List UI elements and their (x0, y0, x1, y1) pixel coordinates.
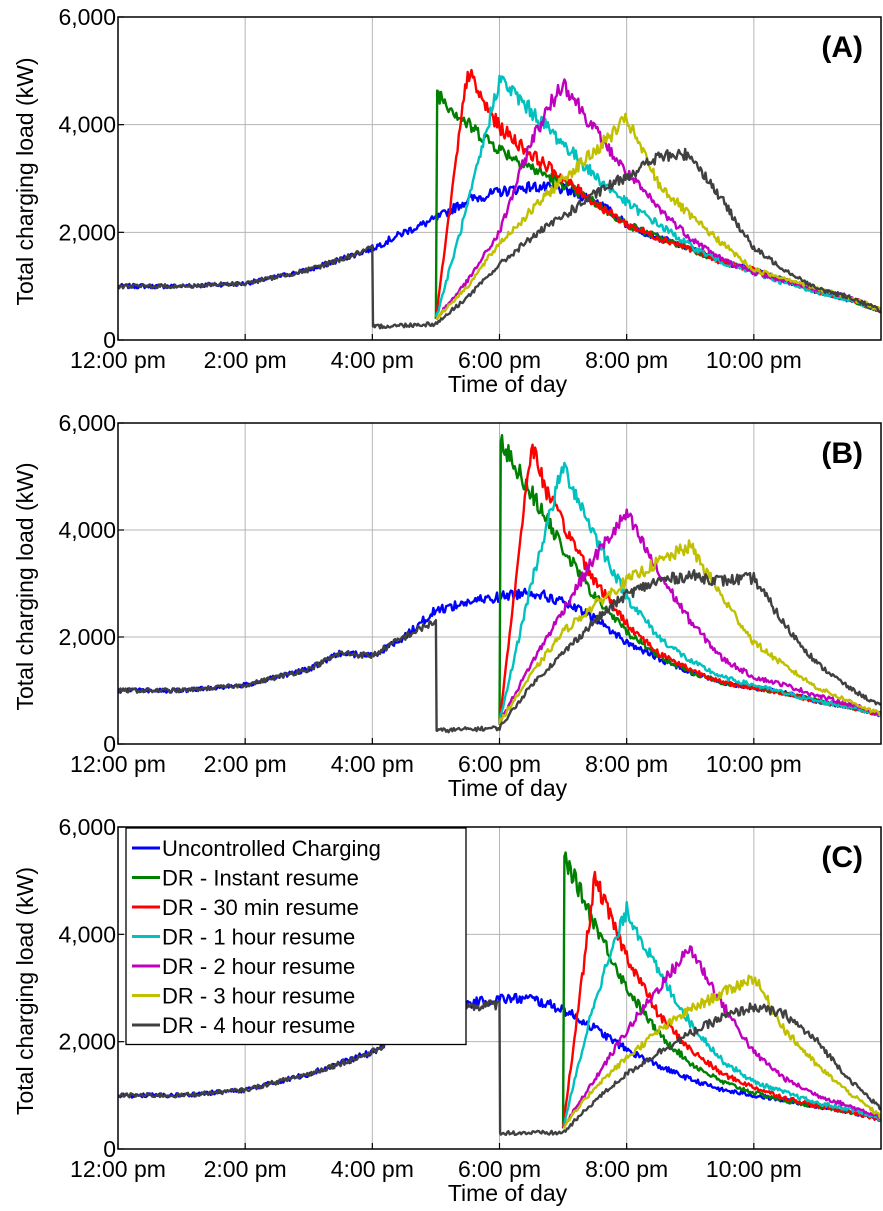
y-axis-title: Total charging load (kW) (12, 463, 38, 711)
legend-label: DR - 30 min resume (162, 895, 359, 920)
legend-label: DR - 3 hour resume (162, 984, 355, 1009)
series-line-7 (118, 147, 881, 330)
y-tick-label: 2,000 (58, 219, 116, 245)
y-tick-label: 0 (103, 327, 116, 353)
x-axis-title: Time of day (448, 1180, 568, 1206)
y-tick-label: 2,000 (58, 1029, 116, 1055)
series-group (118, 851, 881, 1137)
series-line-6 (562, 974, 881, 1129)
series-line-3 (561, 870, 881, 1129)
x-tick-label: 10:00 pm (706, 751, 802, 777)
series-line-5 (434, 78, 881, 320)
x-tick-label: 12:00 pm (70, 347, 166, 373)
legend-label: DR - Instant resume (162, 866, 359, 891)
y-tick-label: 6,000 (58, 410, 116, 436)
chart-panel-2: 12:00 pm 2:00 pm 4:00 pm 6:00 pm 8:00 pm 10:0… (12, 410, 882, 801)
series-line-5 (562, 945, 881, 1129)
legend-label: DR - 4 hour resume (162, 1013, 355, 1038)
chart-panel-3: 12:00 pm 2:00 pm 4:00 pm 6:00 pm 8:00 pm 10:0… (12, 814, 882, 1206)
legend-label: DR - 2 hour resume (162, 954, 355, 979)
series-line-4 (498, 461, 881, 723)
x-tick-label: 8:00 pm (585, 1156, 668, 1182)
x-tick-label: 4:00 pm (331, 751, 414, 777)
series-line-7 (118, 999, 881, 1137)
legend: Uncontrolled Charging DR - Instant resume… (125, 827, 467, 1046)
x-tick-label: 10:00 pm (706, 1156, 802, 1182)
series-line-4 (434, 74, 881, 318)
series-group (118, 434, 881, 734)
legend-label: Uncontrolled Charging (162, 836, 381, 861)
x-tick-label: 4:00 pm (331, 1156, 414, 1182)
x-tick-label: 8:00 pm (585, 347, 668, 373)
y-axis-title: Total charging load (kW) (12, 867, 38, 1115)
y-tick-label: 4,000 (58, 112, 116, 138)
x-tick-label: 12:00 pm (70, 1156, 166, 1182)
panel-label: (A) (821, 31, 863, 64)
x-tick-label: 12:00 pm (70, 751, 166, 777)
chart-panel-1: 12:00 pm 2:00 pm 4:00 pm 6:00 pm 8:00 pm 10:0… (12, 4, 882, 397)
y-tick-label: 6,000 (58, 4, 116, 30)
series-line-5 (498, 508, 881, 726)
y-tick-label: 4,000 (58, 921, 116, 947)
series-group (118, 68, 881, 330)
x-tick-label: 10:00 pm (706, 347, 802, 373)
series-line-3 (498, 443, 881, 724)
x-tick-label: 6:00 pm (458, 347, 541, 373)
y-tick-label: 4,000 (58, 517, 116, 543)
y-tick-label: 2,000 (58, 624, 116, 650)
y-tick-label: 0 (103, 731, 116, 757)
x-tick-label: 2:00 pm (204, 1156, 287, 1182)
x-axis-title: Time of day (448, 371, 568, 397)
y-tick-label: 0 (103, 1136, 116, 1162)
x-tick-label: 6:00 pm (458, 1156, 541, 1182)
legend-box (125, 827, 467, 1046)
legend-label: DR - 1 hour resume (162, 925, 355, 950)
panel-label: (B) (821, 437, 863, 470)
y-axis-title: Total charging load (kW) (12, 58, 38, 306)
x-tick-label: 6:00 pm (458, 751, 541, 777)
x-tick-label: 4:00 pm (331, 347, 414, 373)
x-tick-label: 2:00 pm (204, 347, 287, 373)
series-line-6 (498, 539, 881, 725)
y-tick-label: 6,000 (58, 814, 116, 840)
panel-label: (C) (821, 841, 863, 874)
series-line-4 (562, 900, 881, 1127)
series-line-7 (118, 569, 881, 734)
x-tick-label: 2:00 pm (204, 751, 287, 777)
x-tick-label: 8:00 pm (585, 751, 668, 777)
x-axis-title: Time of day (448, 775, 568, 801)
